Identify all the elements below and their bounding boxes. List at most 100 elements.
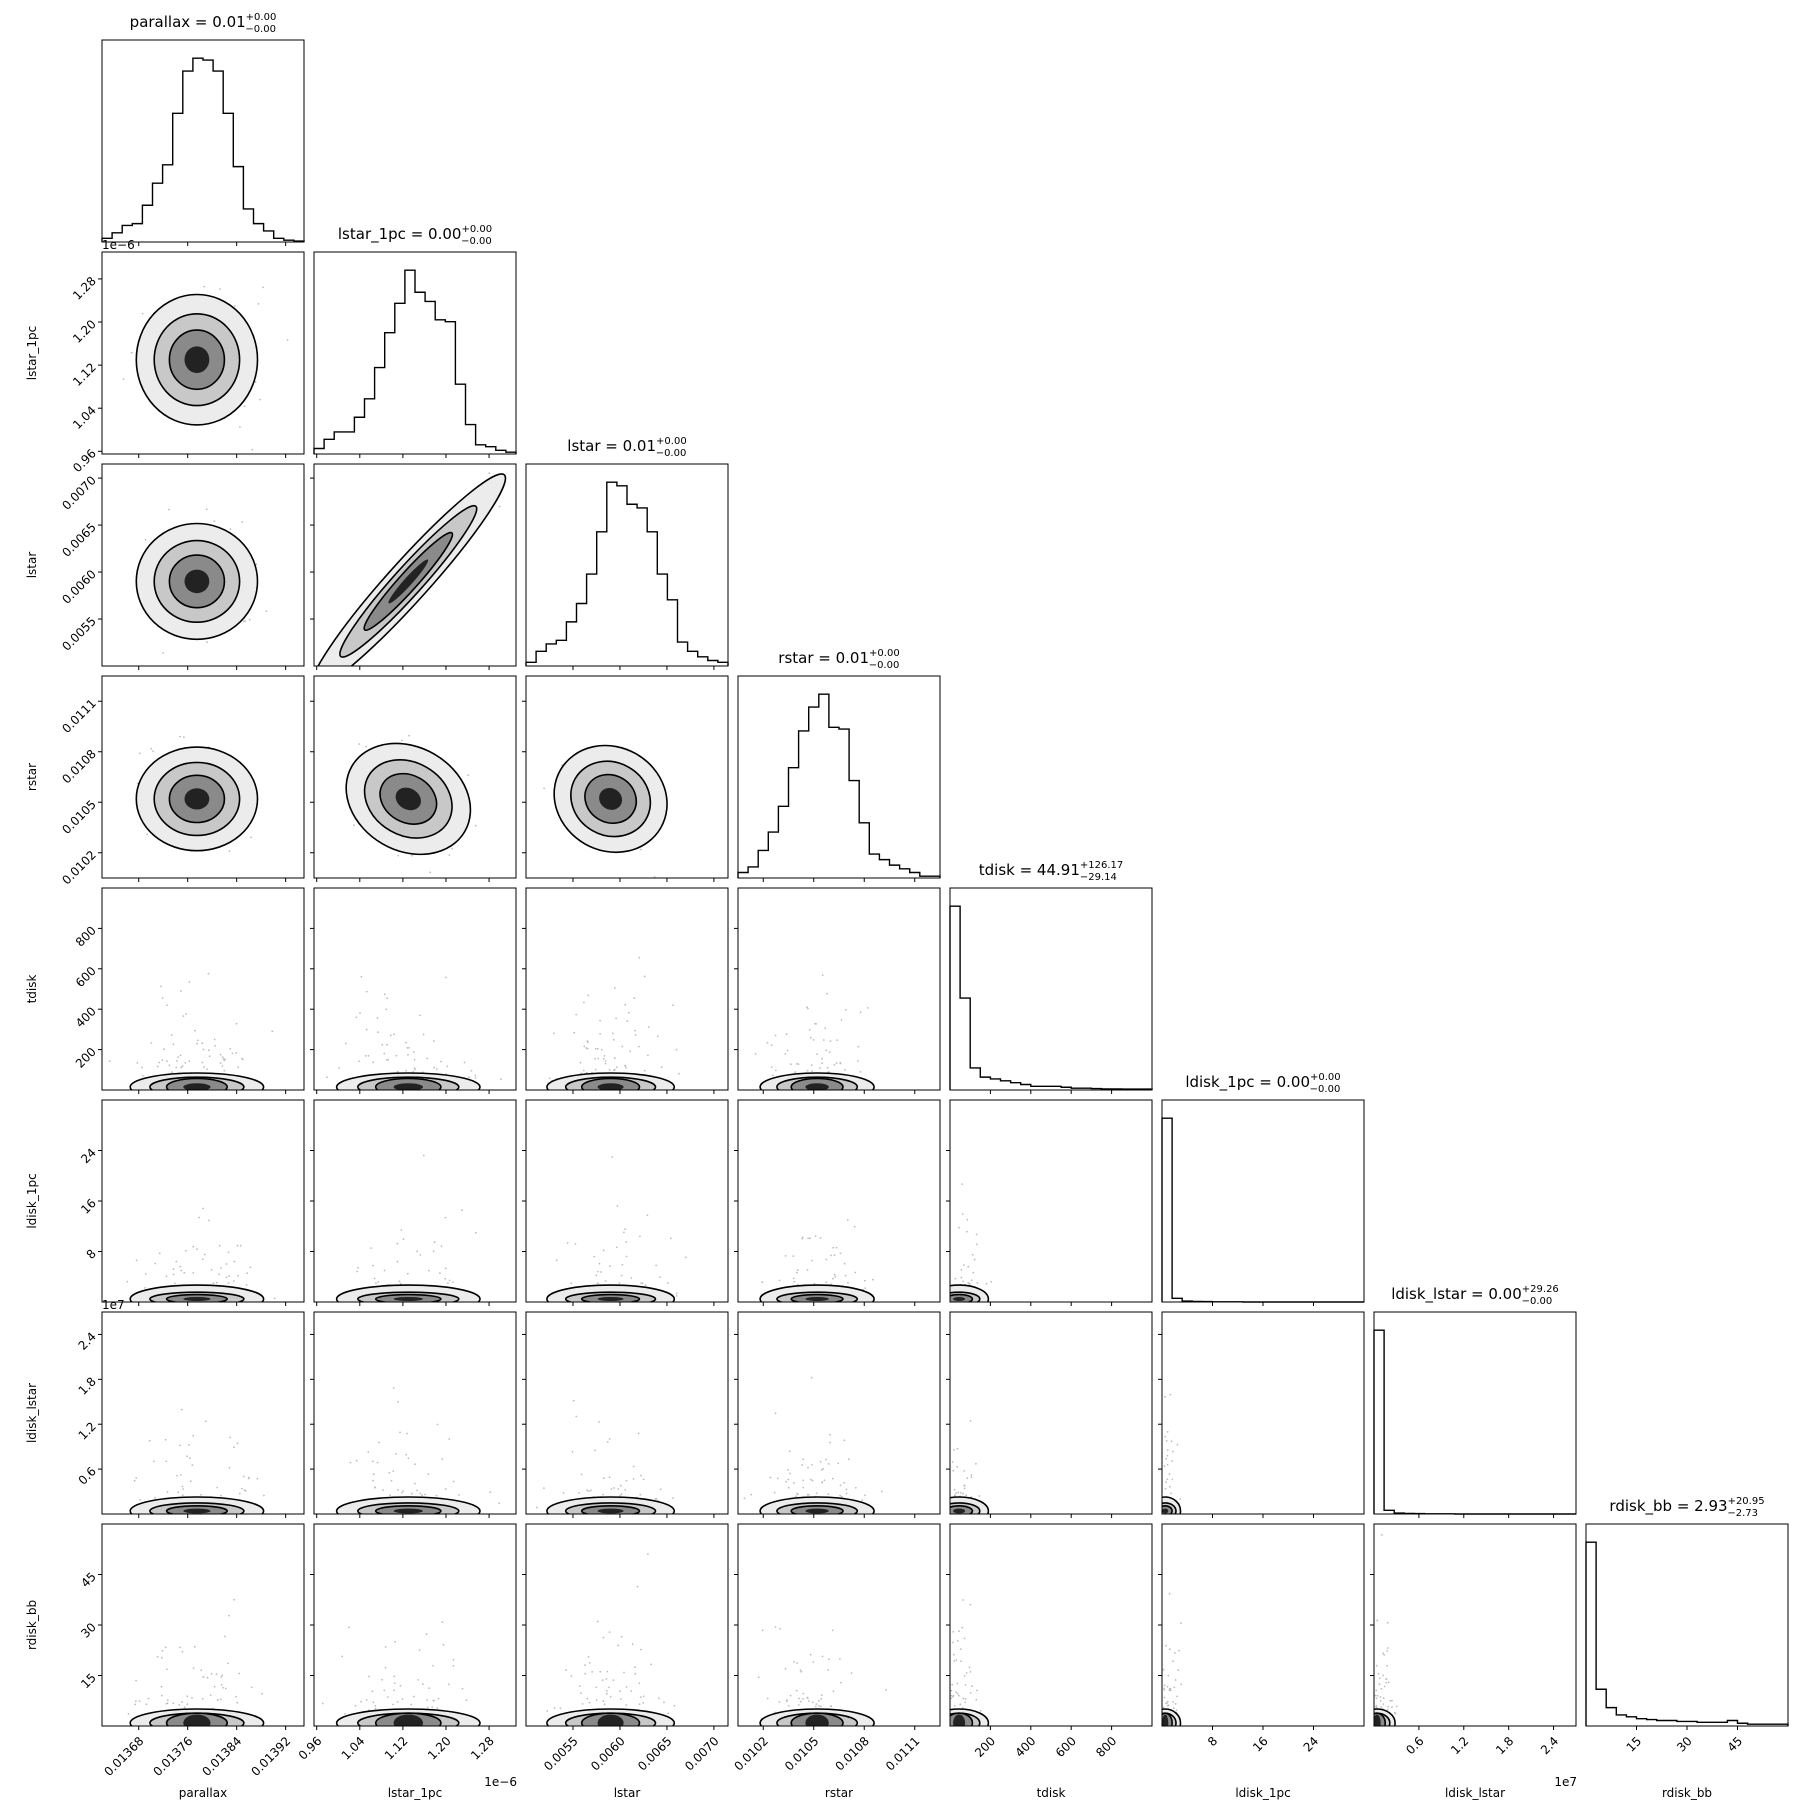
sample-point [844,1274,847,1277]
contour-level [597,1508,624,1514]
sample-point [1172,1660,1174,1663]
sample-point [208,1055,211,1058]
density [135,293,259,426]
x-ticks [138,666,287,670]
sample-point [221,1674,224,1677]
sample-point [414,1463,416,1466]
sample-point [452,1480,455,1483]
sample-point [826,992,828,995]
contour-level [183,1083,211,1090]
sample-point [619,1690,621,1693]
sample-point [814,1235,817,1237]
sample-point [148,1439,151,1442]
y-ticks [946,1333,950,1470]
sample-point [1165,1481,1168,1484]
sample-point [586,1697,589,1700]
density [546,1284,676,1302]
sample-point [461,1687,464,1690]
scatter-points [743,1376,883,1512]
sample-point [461,1209,463,1212]
x-tick-label: 600 [1053,1734,1079,1760]
sample-point [1385,1678,1387,1681]
x-axis-label: parallax [179,1786,227,1800]
sample-point [160,1656,163,1659]
sample-point [619,1494,621,1497]
sample-point [806,1697,809,1699]
density [546,1708,676,1726]
sample-point [579,1061,582,1064]
sample-point [447,1282,449,1284]
scatter-points [757,1626,887,1717]
sample-point [634,1666,636,1669]
sample-point [588,1701,591,1704]
y-tick-label: 200 [73,1045,99,1071]
sample-point [1179,1498,1182,1500]
axes-frame [313,887,517,1091]
sample-point [807,1007,809,1010]
sample-point [766,1041,769,1044]
y-tick-label: 1.20 [70,317,99,346]
sample-point [180,1066,183,1069]
sample-point [1162,1668,1165,1671]
sample-point [835,1246,838,1249]
x-ticks [762,1514,916,1518]
sample-point [656,1035,659,1038]
sample-point [843,1262,846,1265]
sample-point [419,1254,422,1256]
sample-point [809,1237,811,1240]
sample-point [168,1064,171,1067]
sample-point [595,1274,598,1277]
x-tick-label: 800 [1093,1734,1119,1760]
y-ticks: 0.0102 0.0105 0.0108 0.0111 [59,696,102,887]
sample-point [808,1494,810,1496]
sample-point [414,1482,416,1485]
panel-rstar-rstar: rstar = 0.01+0.00 −0.00 [737,648,941,882]
hist-bar [466,425,476,454]
sample-point [188,1060,191,1062]
sample-point [602,1249,605,1252]
sample-point [970,1279,973,1282]
sample-point [584,1672,587,1675]
sample-point [975,1243,978,1246]
sample-point [135,1679,138,1682]
x-tick-label: 0.0055 [541,1734,581,1774]
sample-point [192,1271,195,1274]
density [759,1284,875,1302]
sample-point [846,1219,849,1221]
axes-frame [737,675,941,879]
sample-point [808,1029,811,1031]
sample-point [1375,1697,1378,1700]
sample-point [603,1055,606,1057]
hist-bar [819,694,829,878]
x-tick-label: 0.01376 [150,1734,195,1779]
sample-point [354,1704,357,1707]
sample-point [1169,1689,1172,1692]
sample-point [498,1502,501,1505]
sample-point [953,1488,956,1491]
scatter-points [536,1399,674,1512]
sample-point [976,1282,979,1284]
axes-frame [101,1311,305,1515]
x-ticks [572,1514,715,1518]
sample-point [203,285,206,288]
sample-point [1376,1619,1379,1622]
x-ticks [1212,1302,1314,1306]
sample-point [201,1697,204,1700]
sample-point [802,1486,805,1489]
sample-point [605,1692,608,1695]
x-tick-label: 24 [1301,1734,1322,1755]
sample-point [823,1479,826,1482]
sample-point [638,956,641,959]
sample-point [1383,1685,1386,1688]
sample-point [963,1485,966,1487]
hist-rdisk_bb [1585,1541,1789,1726]
sample-point [402,1490,404,1492]
y-tick-label: 800 [73,923,99,949]
sample-point [163,1048,165,1051]
sample-point [843,1439,846,1442]
sample-point [795,1495,797,1498]
hist-bar [698,657,708,666]
sample-point [1386,1708,1389,1711]
sample-point [642,1702,645,1704]
sample-point [1395,1705,1398,1708]
